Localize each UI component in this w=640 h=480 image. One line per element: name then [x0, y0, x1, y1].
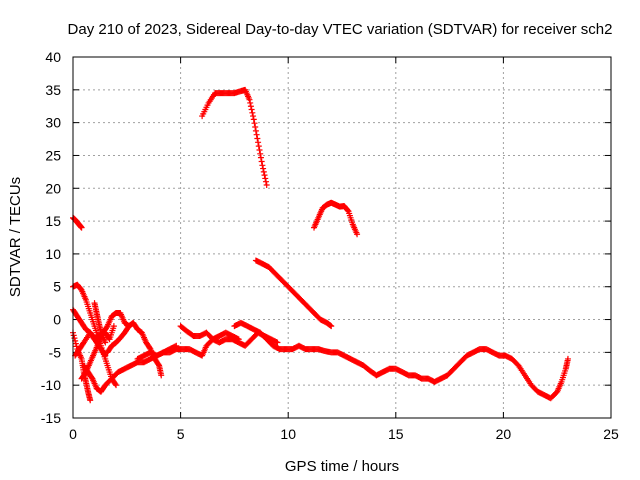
- y-tick-label: 30: [45, 115, 61, 131]
- grid-lines: [73, 57, 611, 418]
- y-tick-label: 15: [45, 213, 61, 229]
- data-point: [274, 339, 281, 346]
- data-point: [249, 109, 256, 116]
- chart-title: Day 210 of 2023, Sidereal Day-to-day VTE…: [68, 21, 613, 38]
- data-point: [247, 103, 254, 110]
- data-point: [112, 381, 119, 388]
- series-arc-12: [231, 319, 571, 402]
- data-point: [260, 165, 267, 172]
- y-tick-label: 10: [45, 246, 61, 262]
- data-point: [253, 131, 260, 138]
- data-point: [155, 361, 162, 368]
- data-point: [354, 231, 361, 238]
- data-point: [70, 332, 77, 339]
- x-tick-label: 10: [280, 426, 296, 442]
- data-point: [110, 323, 117, 330]
- x-tick-label: 5: [177, 426, 185, 442]
- x-tick-label: 25: [603, 426, 619, 442]
- data-point: [328, 323, 335, 330]
- data-point: [250, 113, 257, 120]
- series-arc-13: [199, 86, 270, 188]
- data-point: [259, 162, 266, 169]
- data-point: [252, 127, 259, 134]
- x-tick-labels: 0 5 10 15 20 25: [69, 426, 619, 442]
- data-point: [72, 340, 79, 347]
- y-tick-label: 25: [45, 147, 61, 163]
- data-point: [251, 120, 258, 127]
- y-tick-label: -10: [41, 377, 61, 393]
- y-tick-label: 40: [45, 49, 61, 65]
- data-point: [102, 352, 109, 359]
- data-point: [87, 397, 94, 404]
- series-arc-8: [78, 309, 132, 382]
- x-tick-label: 0: [69, 426, 77, 442]
- y-tick-label: 35: [45, 82, 61, 98]
- data-point: [262, 175, 269, 182]
- data-point: [248, 106, 255, 113]
- data-point: [261, 172, 268, 179]
- data-point: [250, 116, 257, 123]
- y-axis-title: SDTVAR / TECUs: [7, 177, 24, 297]
- axis-ticks: [72, 56, 612, 419]
- data-point: [344, 207, 351, 214]
- data-point: [255, 143, 262, 150]
- data-point: [258, 158, 265, 165]
- data-point: [564, 355, 571, 362]
- data-point: [71, 335, 78, 342]
- data-point: [102, 339, 109, 346]
- y-tick-label: 5: [53, 279, 61, 295]
- y-tick-label: -5: [49, 344, 62, 360]
- data-point: [254, 135, 261, 142]
- data-point: [262, 178, 269, 185]
- data-point: [256, 146, 263, 153]
- x-axis-title: GPS time / hours: [285, 458, 399, 475]
- y-tick-label: 0: [53, 312, 61, 328]
- data-point: [257, 154, 264, 161]
- data-point: [158, 372, 165, 379]
- series-arc-14: [252, 257, 335, 330]
- data-point: [255, 139, 262, 146]
- y-tick-label: -15: [41, 410, 61, 426]
- plot-frame: [72, 56, 612, 419]
- data-points: [70, 86, 571, 404]
- y-tick-label: 20: [45, 180, 61, 196]
- series-arc-9: [104, 319, 165, 379]
- data-point: [260, 168, 267, 175]
- y-tick-labels: -15 -10 -5 0 5 10 15 20 25 30 35 40: [41, 49, 61, 426]
- data-point: [257, 150, 264, 157]
- x-tick-label: 15: [388, 426, 404, 442]
- data-point: [246, 96, 253, 103]
- data-point: [113, 382, 120, 389]
- data-point: [252, 124, 259, 131]
- series-arc-15: [311, 199, 361, 238]
- x-tick-label: 20: [496, 426, 512, 442]
- series-arc-1: [70, 214, 85, 231]
- data-point: [263, 181, 270, 188]
- data-point: [78, 224, 85, 231]
- data-point: [247, 99, 254, 106]
